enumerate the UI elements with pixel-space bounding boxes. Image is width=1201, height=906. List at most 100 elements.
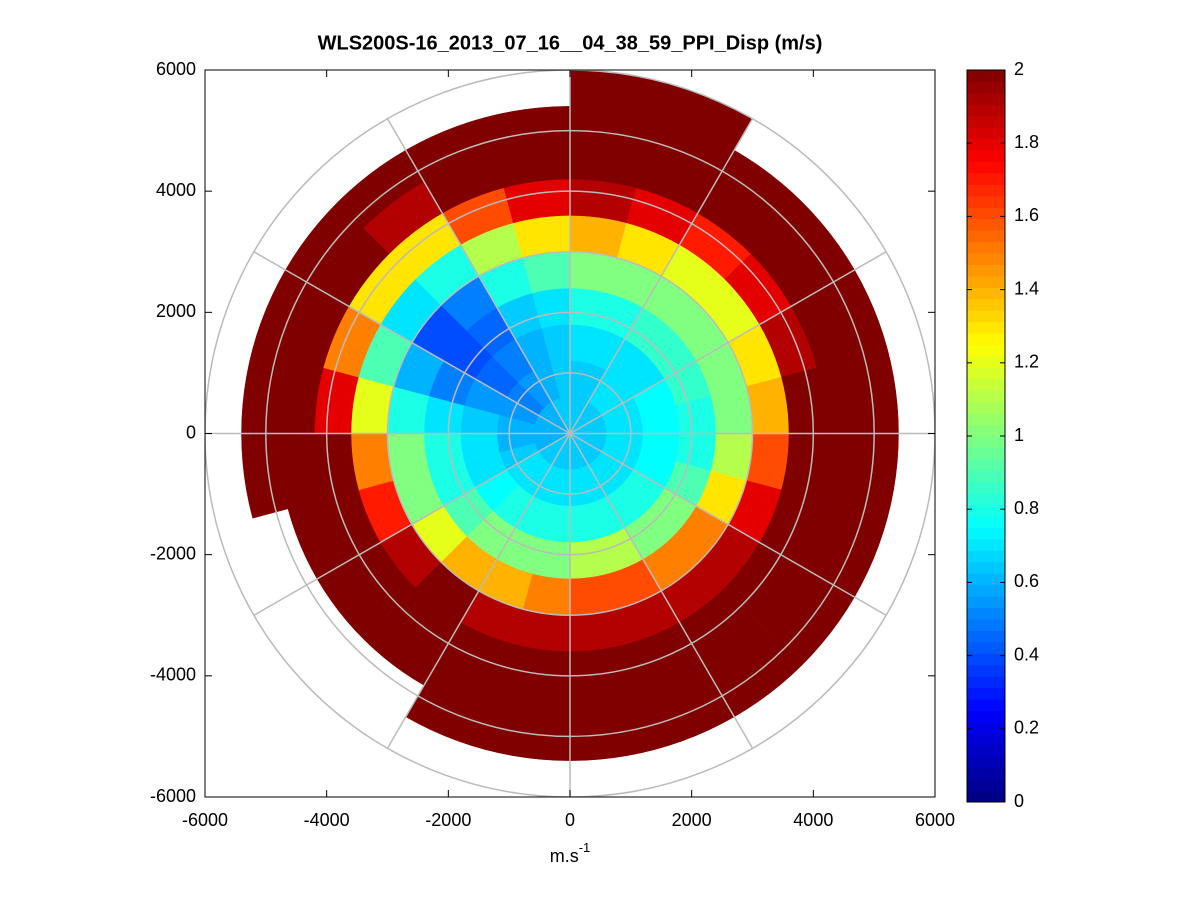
- grid-spoke: [569, 118, 754, 434]
- colorbar-swatch: [967, 298, 1005, 311]
- colorbar-swatch: [967, 744, 1005, 757]
- x-axis-label: m.s-1: [550, 840, 591, 865]
- colorbar-swatch: [967, 81, 1005, 94]
- colorbar-swatch: [967, 161, 1005, 174]
- colorbar: [967, 70, 1005, 803]
- plot-area: [241, 70, 899, 761]
- colorbar-swatch: [967, 596, 1005, 609]
- colorbar-swatch: [967, 561, 1005, 574]
- grid-spoke: [253, 432, 571, 616]
- colorbar-swatch: [967, 699, 1005, 711]
- colorbar-swatch: [967, 470, 1005, 483]
- colorbar-swatch: [967, 70, 1005, 82]
- colorbar-swatch: [967, 779, 1005, 792]
- y-tick-label: -2000: [150, 543, 196, 563]
- colorbar-swatch: [967, 516, 1005, 528]
- colorbar-swatch: [967, 573, 1005, 586]
- colorbar-tick-label: 1: [1014, 425, 1024, 445]
- colorbar-tick-label: 1.2: [1014, 352, 1039, 372]
- colorbar-swatch: [967, 253, 1005, 265]
- colorbar-swatch: [967, 493, 1005, 506]
- colorbar-swatch: [967, 355, 1005, 368]
- x-tick-label: -2000: [425, 810, 471, 830]
- y-tick-label: 6000: [156, 59, 196, 79]
- colorbar-swatch: [967, 504, 1005, 517]
- colorbar-swatch: [967, 138, 1005, 151]
- x-tick-label: 0: [565, 810, 575, 830]
- grid-spoke: [386, 433, 571, 749]
- colorbar-swatch: [967, 756, 1005, 769]
- colorbar-swatch: [967, 275, 1005, 288]
- colorbar-swatch: [967, 664, 1005, 677]
- x-label-base: m.s: [550, 846, 579, 866]
- colorbar-swatch: [967, 264, 1005, 277]
- colorbar-swatch: [967, 207, 1005, 220]
- colorbar-swatch: [967, 344, 1005, 357]
- colorbar-tick-label: 1.4: [1014, 278, 1039, 298]
- colorbar-swatch: [967, 630, 1005, 643]
- x-tick-label: -4000: [304, 810, 350, 830]
- colorbar-swatch: [967, 424, 1005, 437]
- grid-spoke: [569, 433, 754, 749]
- colorbar-swatch: [967, 710, 1005, 723]
- colorbar-swatch: [967, 195, 1005, 208]
- x-tick-label: 4000: [793, 810, 833, 830]
- colorbar-swatch: [967, 676, 1005, 689]
- colorbar-swatch: [967, 481, 1005, 494]
- grid-spoke: [569, 251, 887, 435]
- colorbar-swatch: [967, 172, 1005, 185]
- colorbar-swatch: [967, 653, 1005, 666]
- colorbar-swatch: [967, 92, 1005, 105]
- colorbar-swatch: [967, 527, 1005, 540]
- y-tick-label: 4000: [156, 180, 196, 200]
- colorbar-swatch: [967, 619, 1005, 631]
- grid-spoke: [386, 118, 571, 434]
- colorbar-swatch: [967, 550, 1005, 563]
- colorbar-swatch: [967, 436, 1005, 448]
- colorbar-swatch: [967, 607, 1005, 620]
- x-tick-label: 6000: [915, 810, 955, 830]
- colorbar-swatch: [967, 150, 1005, 162]
- colorbar-tick-label: 0.4: [1014, 644, 1039, 664]
- colorbar-swatch: [967, 104, 1005, 117]
- colorbar-swatch: [967, 447, 1005, 460]
- colorbar-swatch: [967, 127, 1005, 140]
- y-tick-label: 2000: [156, 301, 196, 321]
- chart-title: WLS200S-16_2013_07_16__04_38_59_PPI_Disp…: [318, 32, 823, 54]
- colorbar-swatch: [967, 687, 1005, 700]
- colorbar-swatch: [967, 790, 1005, 803]
- colorbar-tick-label: 0: [1014, 791, 1024, 811]
- grid-spoke: [253, 251, 571, 435]
- colorbar-swatch: [967, 230, 1005, 243]
- colorbar-swatch: [967, 641, 1005, 654]
- colorbar-swatch: [967, 390, 1005, 403]
- colorbar-swatch: [967, 767, 1005, 780]
- colorbar-swatch: [967, 310, 1005, 323]
- colorbar-swatch: [967, 401, 1005, 414]
- colorbar-swatch: [967, 733, 1005, 746]
- colorbar-tick-label: 0.2: [1014, 718, 1039, 738]
- colorbar-swatch: [967, 115, 1005, 128]
- colorbar-swatch: [967, 333, 1005, 345]
- x-label-superscript: -1: [579, 840, 591, 855]
- y-tick-label: -4000: [150, 665, 196, 685]
- x-tick-label: -6000: [182, 810, 228, 830]
- x-tick-label: 2000: [672, 810, 712, 830]
- colorbar-swatch: [967, 721, 1005, 734]
- colorbar-swatch: [967, 538, 1005, 551]
- colorbar-swatch: [967, 241, 1005, 254]
- colorbar-tick-label: 0.8: [1014, 498, 1039, 518]
- y-tick-label: 0: [186, 422, 196, 442]
- colorbar-swatch: [967, 218, 1005, 231]
- colorbar-swatch: [967, 413, 1005, 426]
- colorbar-swatch: [967, 321, 1005, 334]
- colorbar-tick-label: 1.6: [1014, 205, 1039, 225]
- colorbar-swatch: [967, 378, 1005, 391]
- colorbar-tick-label: 0.6: [1014, 571, 1039, 591]
- polar-grid: [205, 70, 935, 797]
- colorbar-tick-label: 1.8: [1014, 132, 1039, 152]
- colorbar-swatch: [967, 287, 1005, 300]
- colorbar-swatch: [967, 367, 1005, 380]
- grid-spoke: [569, 432, 887, 616]
